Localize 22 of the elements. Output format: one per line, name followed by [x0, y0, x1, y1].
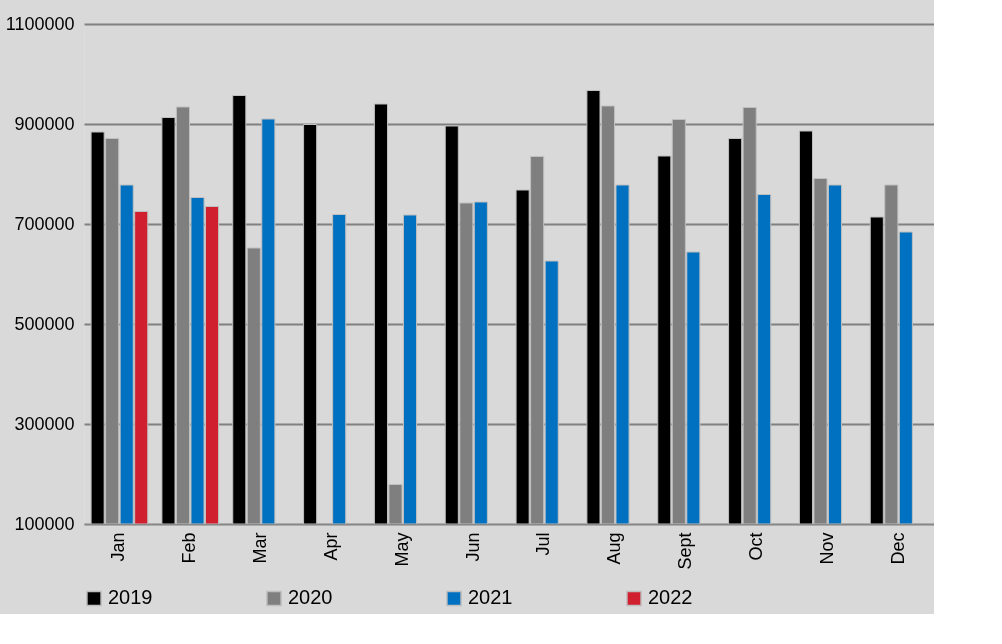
x-tick-label: May: [391, 532, 412, 567]
legend-label: 2020: [288, 586, 333, 609]
x-tick-label: Jul: [533, 532, 554, 556]
y-tick-label: 500000: [14, 313, 75, 334]
x-tick-label: Mar: [250, 532, 271, 564]
x-tick-label: Nov: [816, 532, 837, 565]
x-tick-label: Apr: [320, 532, 341, 561]
y-tick-label: 100000: [14, 513, 75, 534]
y-tick-label: 300000: [14, 413, 75, 434]
x-tick-label: Jun: [462, 532, 483, 562]
legend-label: 2019: [108, 586, 153, 609]
y-tick-label: 1100000: [5, 13, 75, 34]
x-tick-label: Sept: [675, 532, 696, 570]
legend-label: 2021: [468, 586, 513, 609]
y-tick-label: 700000: [14, 213, 75, 234]
x-tick-label: Aug: [604, 532, 625, 565]
x-tick-label: Dec: [887, 532, 908, 565]
legend-label: 2022: [648, 586, 693, 609]
x-tick-label: Oct: [745, 532, 766, 561]
y-tick-label: 900000: [14, 113, 75, 134]
x-tick-label: Jan: [108, 532, 129, 562]
x-tick-label: Feb: [179, 532, 200, 564]
